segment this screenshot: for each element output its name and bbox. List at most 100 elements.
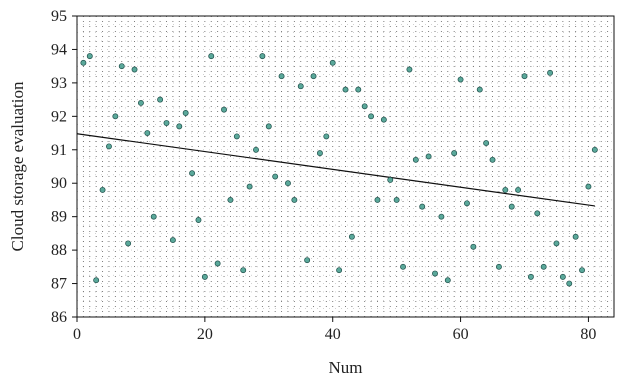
y-tick-label: 87 — [51, 276, 67, 293]
y-tick-labels: 86 87 88 89 90 91 92 93 94 95 — [51, 8, 67, 326]
data-point — [380, 116, 387, 123]
data-point — [227, 196, 234, 203]
data-point — [393, 196, 400, 203]
data-point — [400, 263, 406, 270]
x-tick-label: 40 — [325, 326, 341, 343]
y-axis-label: Cloud storage evaluation — [8, 81, 27, 251]
data-point — [355, 86, 362, 93]
data-point — [240, 267, 247, 274]
data-point — [182, 110, 189, 116]
data-point — [419, 203, 426, 210]
data-point — [285, 180, 291, 187]
data-point — [521, 73, 528, 80]
data-point — [515, 186, 522, 193]
plot-frame — [76, 15, 615, 318]
data-point — [176, 123, 183, 130]
data-point — [489, 156, 496, 163]
x-tick-label: 0 — [73, 326, 81, 343]
data-point — [495, 263, 502, 270]
data-point — [457, 76, 464, 83]
data-point — [483, 140, 490, 147]
data-point — [476, 86, 483, 93]
data-point — [342, 86, 349, 93]
y-tick-label: 94 — [51, 41, 67, 58]
data-point — [316, 150, 323, 157]
data-point — [323, 133, 330, 140]
data-point — [406, 66, 413, 73]
data-point — [559, 273, 566, 280]
y-tick-label: 89 — [51, 209, 67, 226]
data-point — [99, 186, 106, 193]
data-point — [348, 233, 355, 240]
data-point — [201, 273, 208, 280]
data-point — [169, 237, 176, 244]
data-point — [432, 270, 438, 277]
data-point — [265, 123, 272, 130]
y-tick-label: 93 — [51, 75, 67, 92]
data-point — [125, 240, 132, 247]
data-point — [253, 146, 259, 153]
x-tick-label: 80 — [580, 326, 596, 343]
data-point — [368, 113, 375, 120]
data-point — [131, 66, 138, 73]
data-point — [527, 273, 534, 280]
data-point — [310, 73, 317, 80]
data-point — [163, 120, 170, 126]
data-point — [553, 240, 560, 247]
grid — [77, 16, 614, 317]
trend-line — [76, 133, 595, 207]
data-point — [150, 213, 157, 220]
data-point — [272, 173, 279, 180]
x-tick-label: 60 — [453, 326, 469, 343]
data-point — [157, 96, 164, 103]
data-point — [195, 217, 202, 223]
data-point — [233, 133, 240, 140]
data-point — [221, 106, 227, 113]
data-point — [304, 257, 311, 264]
x-tick-label: 20 — [197, 326, 213, 343]
data-point — [329, 59, 336, 66]
data-point — [502, 186, 509, 193]
data-point — [86, 53, 93, 60]
data-point — [93, 277, 100, 284]
data-point — [246, 183, 253, 190]
data-point — [106, 143, 112, 150]
trend-line-group — [76, 133, 595, 207]
data-point — [540, 263, 547, 270]
data-point — [591, 146, 598, 153]
data-point — [278, 73, 285, 80]
data-point — [470, 243, 477, 250]
data-point — [361, 103, 368, 110]
data-point — [464, 200, 470, 207]
data-point — [189, 170, 196, 177]
x-axis-label: Num — [329, 358, 363, 377]
data-point — [259, 53, 266, 60]
y-tick-label: 91 — [51, 142, 67, 159]
axis-ticks — [72, 15, 589, 322]
data-point — [585, 183, 592, 190]
data-point — [566, 280, 573, 287]
data-point — [291, 196, 298, 203]
y-tick-label: 90 — [51, 175, 67, 192]
data-point — [374, 196, 381, 203]
data-point — [214, 260, 221, 267]
data-point — [297, 83, 304, 90]
data-point — [425, 153, 432, 160]
data-point — [579, 267, 585, 274]
data-point — [444, 277, 451, 284]
data-point — [387, 176, 394, 183]
data-point — [412, 156, 419, 163]
data-point — [451, 150, 458, 157]
y-tick-label: 92 — [51, 108, 67, 125]
data-point — [137, 100, 144, 106]
data-point — [112, 113, 119, 120]
data-point — [144, 130, 151, 137]
data-point — [508, 203, 515, 210]
data-point — [336, 267, 343, 274]
data-point — [80, 59, 87, 66]
y-tick-label: 86 — [51, 309, 67, 326]
data-point — [534, 210, 541, 217]
data-point — [118, 63, 125, 70]
data-point — [208, 53, 215, 60]
